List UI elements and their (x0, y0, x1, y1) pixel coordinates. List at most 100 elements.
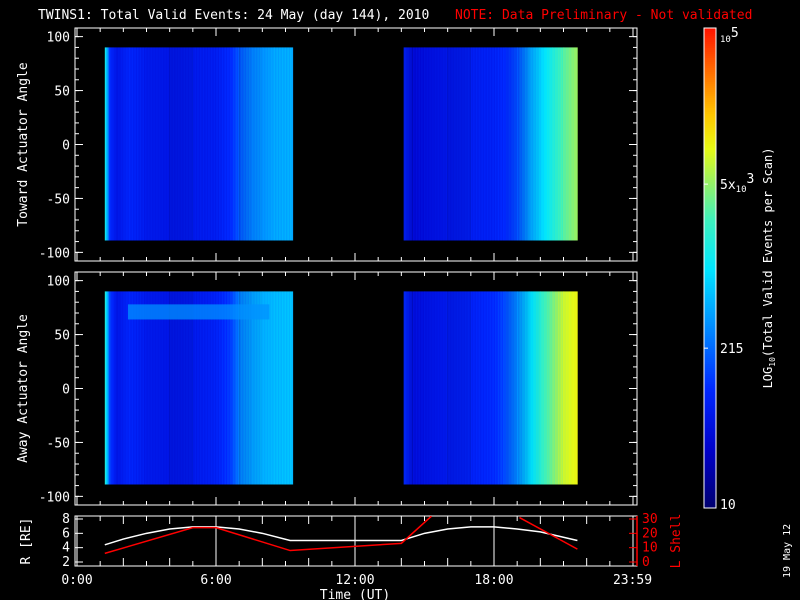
heatmap-cell (478, 47, 481, 241)
colorbar-cell (704, 278, 716, 281)
heatmap-cell (290, 291, 293, 485)
colorbar-cell (704, 154, 716, 157)
colorbar-cell (704, 338, 716, 341)
colorbar-cell (704, 254, 716, 257)
heatmap-cell (406, 291, 408, 485)
heatmap-cell (120, 47, 122, 241)
heatmap-cell (510, 291, 512, 485)
heatmap-cell (196, 47, 199, 241)
heatmap-cell (151, 291, 153, 485)
heatmap-cell (122, 47, 124, 241)
colorbar-cell (704, 470, 716, 473)
heatmap-cell (216, 291, 218, 485)
heatmap-cell (445, 47, 447, 241)
colorbar-cell (704, 40, 716, 43)
heatmap-cell (205, 47, 208, 241)
y-tick-label: -50 (47, 436, 70, 451)
heatmap-cell (518, 47, 520, 241)
heatmap-cell (257, 291, 259, 485)
heatmap-cell (575, 47, 577, 241)
heatmap-cell (158, 47, 160, 241)
colorbar-cell (704, 220, 716, 223)
heatmap-cell (281, 47, 284, 241)
heatmap-cell (170, 291, 172, 485)
heatmap-cell (417, 47, 420, 241)
heatmap-cell (191, 47, 193, 241)
colorbar-cell (704, 270, 716, 273)
heatmap-cell (232, 47, 235, 241)
heatmap-cell (143, 291, 146, 485)
heatmap-cell (191, 291, 193, 485)
heatmap-cell (412, 291, 415, 485)
colorbar-cell (704, 366, 716, 369)
heatmap-cell (550, 47, 552, 241)
heatmap-cell (193, 47, 196, 241)
heatmap-cell (489, 47, 492, 241)
heatmap-cell (450, 47, 452, 241)
heatmap-cell (173, 47, 175, 241)
heatmap-cell (425, 291, 427, 485)
colorbar-cell (704, 304, 716, 307)
heatmap-cell (508, 291, 510, 485)
heatmap-cell (240, 291, 242, 485)
colorbar-cell (704, 378, 716, 381)
heatmap-cell (241, 291, 243, 485)
heatmap-cell (153, 291, 155, 485)
colorbar-cell (704, 34, 716, 37)
heatmap-cell (175, 47, 177, 241)
heatmap-cell (108, 291, 110, 485)
heatmap-cell (169, 47, 171, 241)
heatmap-cell (264, 291, 266, 485)
heatmap-cell (476, 47, 479, 241)
colorbar-cell (704, 382, 716, 385)
colorbar-cell (704, 326, 716, 329)
heatmap-cell (281, 291, 284, 485)
heatmap-cell (202, 291, 205, 485)
heatmap-cell (127, 291, 130, 485)
heatmap-cell (265, 47, 267, 241)
heatmap-cell (196, 291, 199, 485)
heatmap-cell (474, 47, 477, 241)
colorbar-cell (704, 284, 716, 287)
heatmap-cell (154, 291, 156, 485)
heatmap-cell (209, 47, 212, 241)
colorbar-cell (704, 294, 716, 297)
heatmap-cell (414, 291, 417, 485)
colorbar-cell (704, 486, 716, 489)
heatmap-cell (230, 47, 233, 241)
heatmap-cell (438, 291, 440, 485)
colorbar-cell (704, 416, 716, 419)
heatmap-cell (180, 291, 182, 485)
heatmap-cell (123, 47, 125, 241)
heatmap-cell (460, 291, 462, 485)
heatmap-cell (171, 291, 173, 485)
heatmap-cell (553, 291, 556, 485)
heatmap-cell (142, 291, 145, 485)
heatmap-cell (440, 291, 442, 485)
heatmap-cell (571, 291, 573, 485)
heatmap-cell (135, 291, 138, 485)
heatmap-cell (458, 47, 460, 241)
heatmap-cell (410, 291, 412, 485)
heatmap-cell (184, 47, 186, 241)
heatmap-cell (174, 47, 176, 241)
heatmap-cell (227, 47, 229, 241)
heatmap-cell (169, 291, 171, 485)
heatmap-cell (419, 291, 422, 485)
heatmap-cell (262, 291, 264, 485)
colorbar-cell (704, 252, 716, 255)
colorbar-cell (704, 46, 716, 49)
heatmap-cell (418, 47, 421, 241)
heatmap-cell (512, 291, 514, 485)
colorbar-cell (704, 316, 716, 319)
heatmap-cell (466, 47, 468, 241)
heatmap-cell (494, 291, 496, 485)
colorbar-cell (704, 248, 716, 251)
tick-sub: 10 (736, 185, 747, 195)
heatmap-cell (508, 47, 510, 241)
heatmap-cell (253, 47, 255, 241)
heatmap-cell (107, 47, 109, 241)
colorbar-cell (704, 198, 716, 201)
colorbar-cell (704, 396, 716, 399)
colorbar-cell (704, 48, 716, 51)
